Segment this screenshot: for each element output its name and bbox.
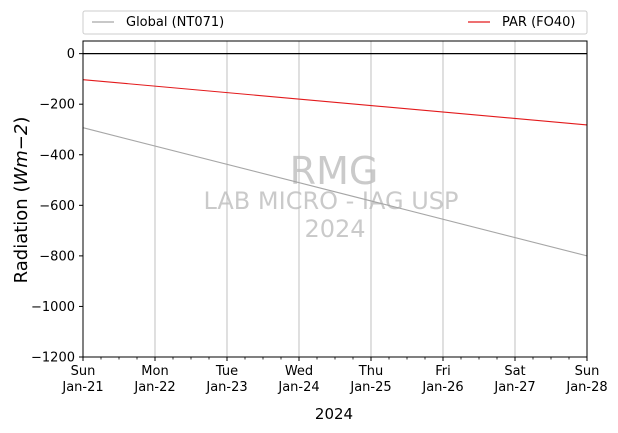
legend: Global (NT071) PAR (FO40) (82, 10, 588, 35)
x-tick-date-7: Jan-28 (565, 380, 607, 395)
x-tick-day-4: Thu (358, 364, 383, 379)
x-tick-date-5: Jan-26 (421, 380, 463, 395)
y-tick-label-3: −600 (39, 199, 75, 214)
x-tick-date-6: Jan-27 (493, 380, 535, 395)
y-axis-title-unit: Wm−2 (11, 124, 32, 186)
x-tick-day-5: Fri (435, 364, 451, 379)
series-line-0 (82, 127, 588, 257)
watermark-lab: LAB MICRO - IAG USP (203, 187, 458, 215)
watermark-year: 2024 (304, 215, 365, 243)
x-tick-date-2: Jan-23 (205, 380, 247, 395)
y-tick-label-2: −400 (39, 148, 75, 163)
legend-frame (82, 10, 588, 35)
series-line-1 (82, 79, 588, 126)
x-tick-date-1: Jan-22 (133, 380, 175, 395)
watermark: RMG LAB MICRO - IAG USP 2024 (203, 149, 458, 243)
y-axis-title-close: ) (11, 117, 32, 124)
x-tick-day-1: Mon (141, 364, 168, 379)
y-tick-label-4: −800 (39, 249, 75, 264)
legend-label-global: Global (NT071) (126, 15, 224, 30)
x-tick-date-3: Jan-24 (277, 380, 319, 395)
x-tick-date-0: Jan-21 (61, 380, 103, 395)
y-axis-title-text: Radiation ( (11, 186, 32, 284)
y-axis-title: Radiation (Wm−2) (11, 117, 32, 284)
x-tick-day-6: Sat (504, 364, 525, 379)
x-tick-date-4: Jan-25 (349, 380, 391, 395)
x-tick-day-2: Tue (215, 364, 238, 379)
y-tick-label-0: 0 (67, 47, 75, 62)
x-tick-day-7: Sun (575, 364, 600, 379)
y-tick-label-6: −1200 (31, 351, 75, 366)
x-tick-day-3: Wed (285, 364, 313, 379)
series-group (82, 79, 588, 257)
grid (82, 41, 588, 357)
x-axis-title: 2024 (315, 405, 353, 423)
legend-label-par: PAR (FO40) (502, 15, 575, 30)
y-tick-label-5: −1000 (31, 300, 75, 315)
watermark-rmg: RMG (290, 149, 379, 193)
ticks: 0−200−400−600−800−1000−1200SunJan-21MonJ… (31, 47, 608, 395)
x-tick-day-0: Sun (71, 364, 96, 379)
y-tick-label-1: −200 (39, 98, 75, 113)
